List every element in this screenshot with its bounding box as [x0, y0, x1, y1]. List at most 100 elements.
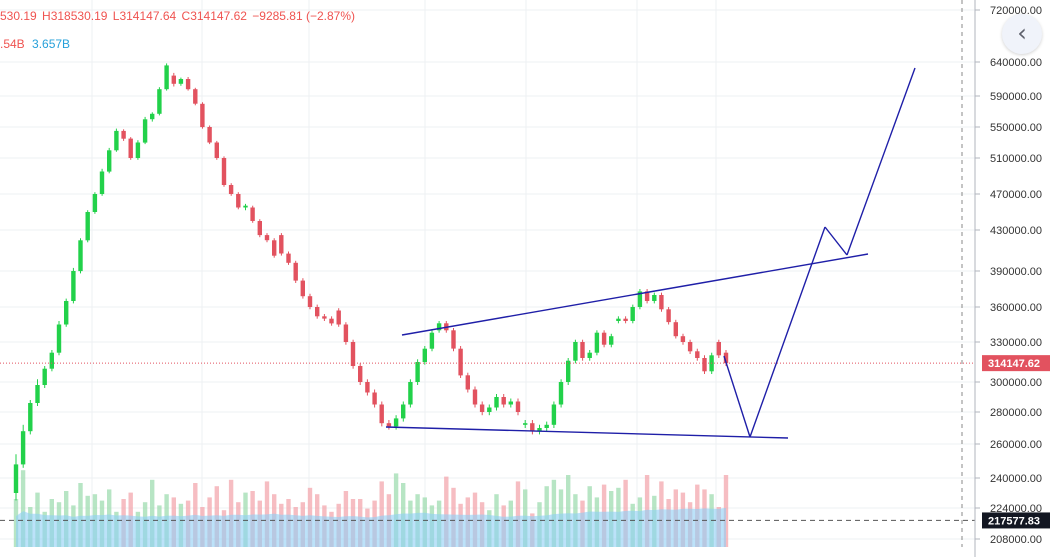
- candle: [279, 233, 284, 256]
- candle-body: [501, 397, 506, 405]
- price-tick-label: 360000.00: [990, 302, 1042, 314]
- ohlc-low: L314147.64: [112, 9, 177, 23]
- candle: [207, 125, 212, 145]
- candle: [78, 238, 83, 274]
- candle: [508, 398, 513, 408]
- candle-body: [85, 212, 90, 241]
- candle-body: [272, 240, 277, 256]
- candle: [20, 424, 26, 468]
- volume-layer: [13, 470, 729, 547]
- candle-body: [358, 366, 363, 382]
- candle-body: [343, 324, 349, 342]
- trend-line[interactable]: [846, 67, 916, 256]
- candle-body: [214, 142, 219, 158]
- candle: [13, 454, 19, 501]
- candle: [594, 330, 600, 356]
- candle: [343, 322, 349, 345]
- price-tick-label: 550000.00: [990, 122, 1042, 134]
- candle: [566, 358, 571, 385]
- candle-body: [307, 296, 313, 307]
- candle: [544, 421, 549, 432]
- candle-body: [99, 171, 105, 194]
- candle: [178, 77, 184, 86]
- volume-legend: .54B 3.657B: [0, 37, 70, 51]
- trend-line[interactable]: [401, 290, 656, 336]
- candle-body: [408, 382, 413, 405]
- candle-body: [20, 431, 26, 465]
- candle-body: [78, 240, 83, 272]
- candle-body: [616, 318, 621, 321]
- ohlc-change: −9285.81 (−2.87%): [252, 9, 356, 23]
- candle: [623, 316, 628, 324]
- candle: [451, 328, 456, 352]
- candle-body: [322, 316, 327, 319]
- trend-line[interactable]: [654, 253, 869, 292]
- price-tick-label: 470000.00: [990, 189, 1042, 201]
- trend-line[interactable]: [824, 226, 848, 256]
- candle: [221, 156, 227, 187]
- candle-body: [644, 291, 650, 301]
- candle: [637, 289, 643, 310]
- price-tick-label: 590000.00: [990, 91, 1042, 103]
- candle-body: [279, 235, 284, 254]
- candle: [673, 319, 678, 339]
- candle: [365, 379, 370, 396]
- candle: [200, 102, 205, 129]
- current-price-badge: [982, 355, 1050, 372]
- trend-line[interactable]: [723, 355, 751, 438]
- candle-body: [523, 423, 528, 425]
- candle: [236, 192, 241, 210]
- price-tick-label: 280000.00: [990, 407, 1042, 419]
- candle-body: [207, 127, 212, 143]
- candle: [702, 355, 707, 374]
- candle: [107, 147, 112, 174]
- candle-body: [472, 389, 478, 405]
- ma-badge-text: 217577.83: [988, 515, 1040, 527]
- candle: [257, 219, 262, 238]
- candle-body: [286, 253, 291, 263]
- candle: [307, 293, 313, 310]
- trend-line[interactable]: [749, 226, 826, 438]
- candle-body: [451, 330, 456, 349]
- candle: [687, 339, 693, 354]
- candle: [401, 401, 406, 422]
- candle: [264, 233, 270, 243]
- candle-body: [13, 464, 19, 493]
- candle: [680, 333, 686, 345]
- candle-body: [566, 360, 571, 382]
- candle: [157, 87, 162, 116]
- candle: [479, 401, 485, 416]
- candle: [666, 307, 671, 325]
- candle-body: [530, 423, 535, 432]
- price-tick-label: 510000.00: [990, 153, 1042, 165]
- candle-body: [71, 271, 76, 301]
- candle-body: [264, 235, 270, 241]
- candle-body: [479, 404, 485, 412]
- volume-bar: [78, 483, 83, 547]
- ohlc-open: 530.19: [0, 9, 37, 23]
- candle-body: [515, 401, 521, 412]
- ma-badge: [982, 512, 1050, 529]
- trend-line[interactable]: [385, 426, 789, 439]
- candle-body: [673, 322, 678, 337]
- volume-bar: [444, 476, 449, 547]
- candle: [28, 400, 33, 435]
- candle-body: [487, 407, 492, 412]
- candle-body: [494, 397, 499, 408]
- candle-body: [580, 342, 585, 358]
- candle-body: [35, 385, 40, 403]
- volume-bar: [20, 470, 26, 547]
- volume-value-1: .54B: [0, 37, 25, 51]
- back-button[interactable]: ‹: [1002, 14, 1042, 54]
- price-tick-label: 720000.00: [990, 5, 1042, 17]
- candle: [56, 321, 62, 356]
- candle: [42, 366, 47, 388]
- candle-body: [695, 351, 700, 358]
- candle: [537, 424, 542, 435]
- price-tick-label: 330000.00: [990, 337, 1042, 349]
- price-tick-label: 300000.00: [990, 377, 1042, 389]
- price-axis-bg: [975, 0, 1051, 557]
- candle-body: [558, 382, 564, 405]
- ohlc-high: H318530.19: [42, 9, 108, 23]
